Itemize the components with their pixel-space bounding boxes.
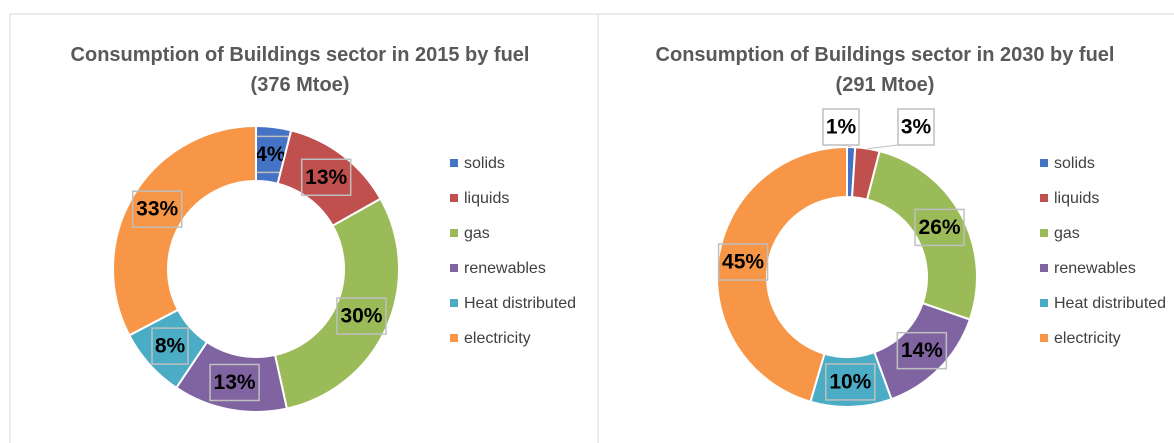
legend-label: renewables <box>464 260 546 277</box>
chart-title: Consumption of Buildings sector in 2030 … <box>655 44 1115 96</box>
label-box <box>336 297 387 335</box>
legend-label: solids <box>1054 155 1095 172</box>
legend-label: renewables <box>1054 260 1136 277</box>
legend-marker <box>450 229 458 237</box>
legend-marker <box>1040 194 1048 202</box>
data-label: 45% <box>722 251 764 274</box>
data-label: 3% <box>901 116 932 139</box>
data-label: 30% <box>340 305 382 328</box>
legend-label: gas <box>1054 225 1080 242</box>
label-box <box>896 331 948 370</box>
legend-label: liquids <box>1054 190 1099 207</box>
label-box <box>822 108 860 146</box>
legend-label: Heat distributed <box>464 295 576 312</box>
legend-label: solids <box>464 155 505 172</box>
legend-marker <box>1040 334 1048 342</box>
data-label: 33% <box>136 198 178 221</box>
legend-marker <box>450 159 458 167</box>
label-box <box>914 208 965 247</box>
data-label: 26% <box>919 216 961 239</box>
data-label: 4% <box>255 143 286 166</box>
legend-marker <box>450 264 458 272</box>
label-box <box>300 158 352 197</box>
legend-label: gas <box>464 225 490 242</box>
data-label: 10% <box>829 370 871 393</box>
data-label: 13% <box>305 166 347 189</box>
legend-marker <box>450 194 458 202</box>
data-label: 13% <box>214 371 256 394</box>
leader-line <box>867 144 899 150</box>
data-label: 1% <box>826 116 857 139</box>
label-box <box>131 190 183 228</box>
donut-slice <box>112 124 257 337</box>
label-box <box>209 363 260 402</box>
label-box <box>825 363 876 401</box>
legend-label: Heat distributed <box>1054 295 1166 312</box>
legend-label: electricity <box>464 330 531 347</box>
label-box <box>151 327 189 365</box>
legend-marker <box>1040 159 1048 167</box>
data-label: 14% <box>901 339 943 362</box>
legend-label: electricity <box>1054 330 1121 347</box>
legend-marker <box>1040 299 1048 307</box>
donut-slice <box>716 145 848 403</box>
legend-label: liquids <box>464 190 509 207</box>
chart-title: Consumption of Buildings sector in 2015 … <box>70 44 530 96</box>
legend-marker <box>1040 264 1048 272</box>
label-box <box>717 243 769 281</box>
label-box <box>897 108 935 146</box>
donut-slice <box>865 149 978 321</box>
legend-marker <box>450 299 458 307</box>
data-label: 8% <box>155 335 186 358</box>
legend-marker <box>1040 229 1048 237</box>
legend-marker <box>450 334 458 342</box>
